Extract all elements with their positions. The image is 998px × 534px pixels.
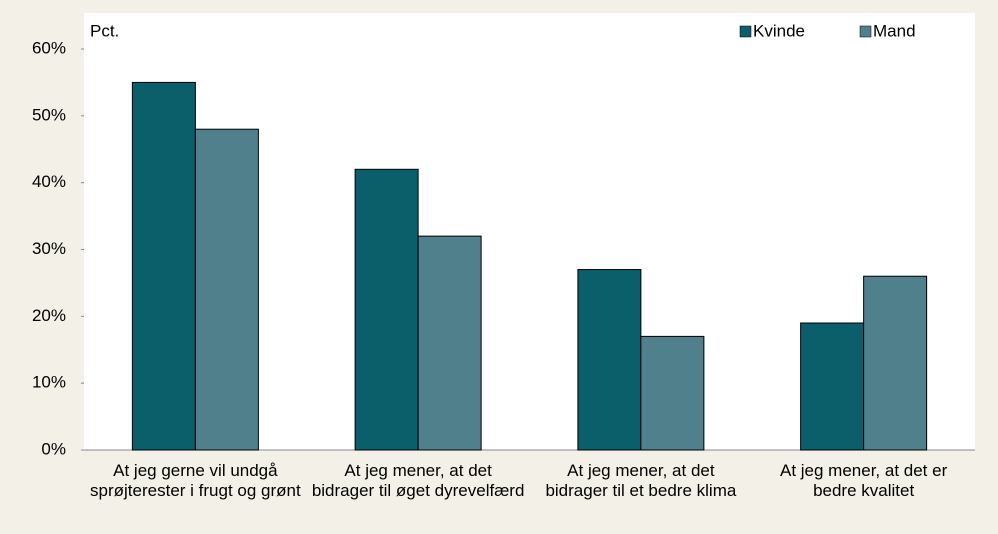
legend-label: Kvinde [753,21,805,40]
bar [354,168,419,451]
y-tick-label: 40% [32,172,66,191]
bar [863,275,928,451]
bar [800,322,865,451]
legend-swatch [859,25,872,38]
y-tick-label: 50% [32,105,66,124]
bar [417,235,482,451]
x-tick-label: At jeg gerne vil undgå sprøjterester i f… [90,461,301,500]
y-tick-label: 0% [41,439,66,458]
bar [577,269,642,451]
bar [194,128,259,451]
y-tick-label: 30% [32,239,66,258]
x-tick-label: At jeg mener, at det er bedre kvalitet [779,461,948,500]
y-axis-label: Pct. [90,21,119,40]
y-tick-label: 20% [32,306,66,325]
legend-label: Mand [873,21,916,40]
y-tick-label: 10% [32,373,66,392]
x-tick-label: At jeg mener, at det bidrager til et bed… [545,461,737,500]
legend-swatch [739,25,752,38]
bar [640,335,705,451]
x-tick-label: At jeg mener, at det bidrager til øget d… [311,461,525,500]
bar [131,81,196,451]
y-tick-label: 60% [32,38,66,57]
